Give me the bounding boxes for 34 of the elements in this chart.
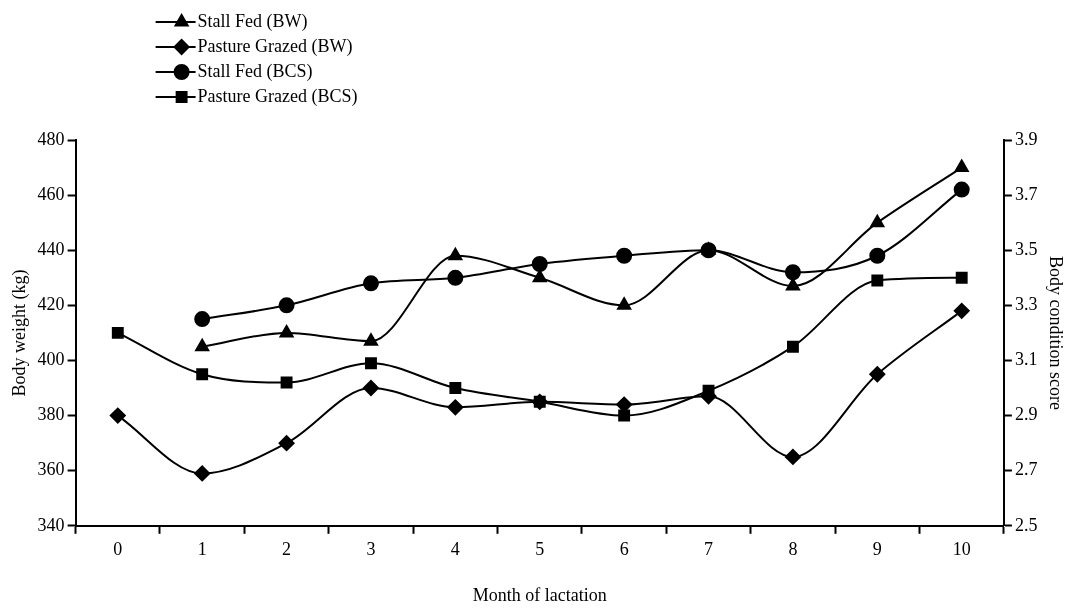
y2-tick-label: 2.7 — [1014, 459, 1038, 480]
y2-tick-label: 2.9 — [1014, 404, 1038, 425]
x-tick-label: 3 — [366, 539, 376, 560]
y2-tick-label: 3.9 — [1014, 128, 1038, 149]
y-tick-label: 420 — [37, 294, 65, 315]
y-tick-label: 400 — [37, 349, 65, 370]
y-tick-label: 460 — [37, 183, 65, 204]
x-tick-label: 1 — [197, 539, 207, 560]
x-tick-label: 9 — [872, 539, 882, 560]
x-tick-label: 8 — [788, 539, 798, 560]
y-tick-label: 340 — [37, 514, 65, 535]
y2-tick-label: 3.1 — [1014, 349, 1038, 370]
x-tick-label: 2 — [282, 539, 292, 560]
x-axis-title: Month of lactation — [472, 584, 607, 605]
x-tick-label: 6 — [619, 539, 629, 560]
x-tick-label: 4 — [450, 539, 460, 560]
y2-axis-title: Body condition score — [1046, 255, 1067, 410]
y2-tick-label: 3.5 — [1014, 238, 1038, 259]
y-axis-title: Body weight (kg) — [8, 269, 30, 397]
x-tick-label: 0 — [113, 539, 123, 560]
legend-label: Pasture Grazed (BW) — [197, 35, 353, 57]
legend-label: Stall Fed (BW) — [197, 10, 308, 32]
x-tick-label: 5 — [535, 539, 545, 560]
y2-tick-label: 3.3 — [1014, 294, 1038, 315]
y2-tick-label: 3.7 — [1014, 183, 1038, 204]
x-tick-label: 7 — [704, 539, 714, 560]
y-tick-label: 480 — [37, 128, 65, 149]
y-tick-label: 360 — [37, 459, 65, 480]
y-tick-label: 380 — [37, 404, 65, 425]
legend-label: Stall Fed (BCS) — [197, 60, 313, 82]
x-tick-label: 10 — [952, 539, 971, 560]
legend-label: Pasture Grazed (BCS) — [197, 85, 358, 107]
y-tick-label: 440 — [37, 238, 65, 259]
y2-tick-label: 2.5 — [1014, 514, 1038, 535]
